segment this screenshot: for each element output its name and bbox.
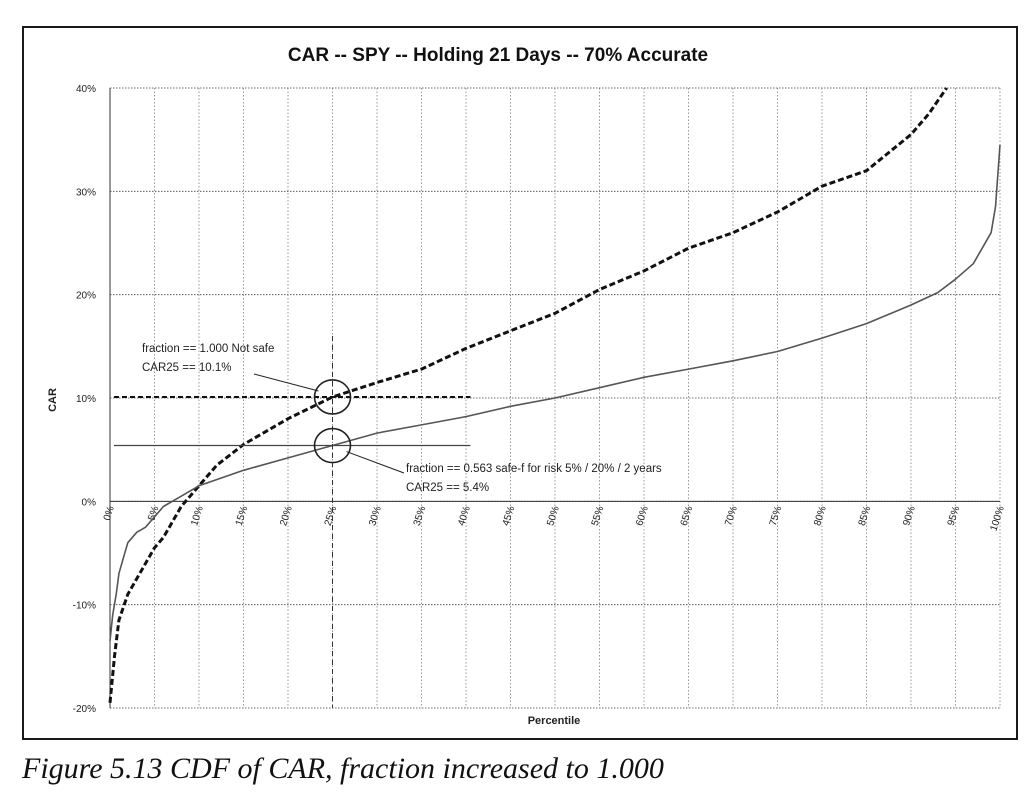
x-tick-label: 50% bbox=[545, 505, 562, 528]
x-tick-label: 15% bbox=[234, 505, 251, 528]
annotation-pointer-not-safe bbox=[253, 373, 319, 392]
y-tick-label: 0% bbox=[82, 497, 97, 508]
x-tick-label: 75% bbox=[768, 505, 785, 528]
figure-caption: Figure 5.13 CDF of CAR, fraction increas… bbox=[22, 752, 664, 785]
y-tick-label: 40% bbox=[76, 84, 96, 95]
series-line-dashed bbox=[108, 87, 948, 703]
y-axis-title: CAR bbox=[47, 388, 59, 412]
annotation-not-safe-line2: CAR25 == 10.1% bbox=[142, 362, 232, 374]
grid-layer bbox=[109, 87, 1001, 709]
y-tick-labels: -20% -10% 0% 10% 20% 30% 40% bbox=[73, 84, 96, 715]
annotation-not-safe-line1: fraction == 1.000 Not safe bbox=[142, 343, 274, 355]
chart-title: CAR -- SPY -- Holding 21 Days -- 70% Acc… bbox=[288, 45, 708, 66]
y-tick-label: 20% bbox=[76, 291, 96, 302]
annotation-safe-line1: fraction == 0.563 safe-f for risk 5% / 2… bbox=[406, 463, 662, 475]
x-tick-label: 80% bbox=[812, 505, 829, 528]
y-tick-label: -20% bbox=[73, 704, 96, 715]
x-tick-label: 45% bbox=[501, 505, 518, 528]
x-tick-label: 90% bbox=[901, 505, 918, 528]
x-axis-title: Percentile bbox=[528, 715, 581, 727]
x-tick-label: 70% bbox=[723, 505, 740, 528]
chart-frame: CAR -- SPY -- Holding 21 Days -- 70% Acc… bbox=[22, 26, 1018, 740]
x-tick-label: 60% bbox=[634, 505, 651, 528]
annotation-layer: fraction == 1.000 Not safe CAR25 == 10.1… bbox=[114, 336, 662, 708]
series-line-solid bbox=[109, 144, 1001, 641]
y-tick-label: 30% bbox=[76, 187, 96, 198]
x-tick-label: 25% bbox=[323, 505, 340, 528]
annotation-pointer-safe bbox=[346, 451, 405, 474]
car25-safe-circle bbox=[313, 427, 352, 464]
x-tick-label: 5% bbox=[146, 505, 161, 522]
y-tick-label: -10% bbox=[73, 601, 96, 612]
x-tick-labels: 0% 5% 10% 15% 20% 25% 30% 35% 40% 45% 50% 55% 60% 65%… bbox=[102, 505, 1007, 533]
x-tick-label: 0% bbox=[102, 505, 117, 522]
x-tick-label: 35% bbox=[412, 505, 429, 528]
x-tick-label: 85% bbox=[857, 505, 874, 528]
x-tick-label: 100% bbox=[988, 505, 1006, 533]
x-tick-label: 40% bbox=[456, 505, 473, 528]
x-tick-label: 95% bbox=[946, 505, 963, 528]
x-tick-label: 65% bbox=[679, 505, 696, 528]
x-tick-label: 20% bbox=[278, 505, 295, 528]
y-tick-label: 10% bbox=[76, 394, 96, 405]
chart: CAR -- SPY -- Holding 21 Days -- 70% Acc… bbox=[47, 45, 1007, 727]
car25-not-safe-circle bbox=[313, 379, 352, 415]
x-tick-label: 30% bbox=[367, 505, 384, 528]
annotation-safe-line2: CAR25 == 5.4% bbox=[406, 482, 489, 494]
x-tick-label: 55% bbox=[590, 505, 607, 528]
x-tick-label: 10% bbox=[189, 505, 206, 528]
series-layer bbox=[108, 87, 1001, 703]
